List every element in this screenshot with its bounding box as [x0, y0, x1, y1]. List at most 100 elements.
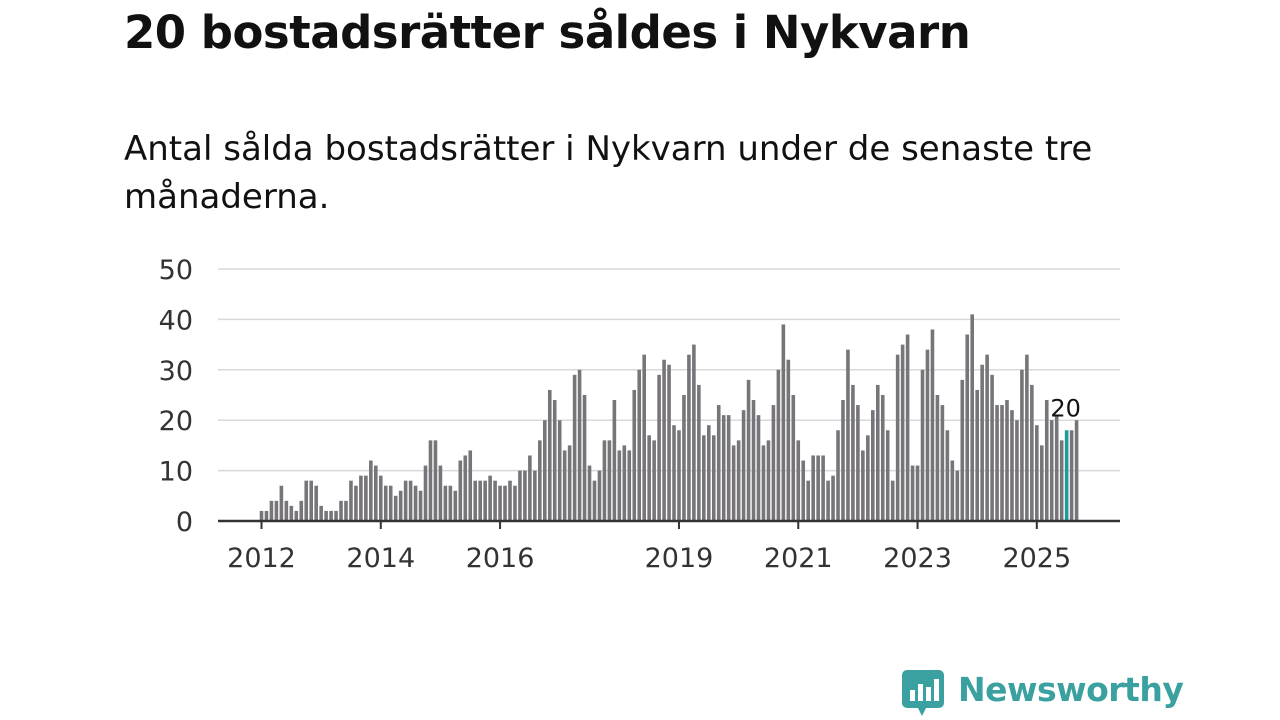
bar	[716, 405, 721, 521]
bar	[1000, 405, 1004, 521]
bar	[488, 475, 492, 521]
bar	[329, 510, 333, 521]
bar	[374, 465, 378, 521]
bar	[309, 480, 313, 521]
bar	[687, 354, 691, 521]
bar	[1030, 384, 1034, 521]
bar	[503, 485, 507, 521]
bars	[259, 314, 1079, 521]
bar	[766, 440, 771, 521]
bar	[259, 510, 264, 521]
bar	[478, 480, 482, 521]
bar	[453, 490, 458, 521]
bar	[672, 425, 676, 521]
page-title: 20 bostadsrätter såldes i Nykvarn	[124, 6, 971, 59]
bar	[885, 430, 890, 521]
bar	[607, 440, 612, 521]
bar	[662, 359, 666, 521]
bar	[960, 379, 965, 521]
bar	[299, 500, 304, 521]
bar	[359, 475, 363, 521]
bar	[433, 440, 438, 521]
bar	[418, 490, 423, 521]
data-label-latest: 20	[1050, 394, 1081, 422]
bar	[1039, 445, 1044, 521]
bar	[602, 440, 607, 521]
bar	[383, 485, 388, 521]
bar	[627, 450, 632, 521]
bar	[756, 415, 761, 521]
bar	[935, 395, 940, 521]
bar	[612, 400, 617, 521]
bar	[1010, 410, 1014, 521]
bar	[692, 344, 696, 521]
bar	[875, 384, 880, 521]
bar	[354, 485, 358, 521]
bar	[523, 470, 527, 521]
bar	[617, 450, 622, 521]
bar	[890, 480, 895, 521]
x-tick-label-2021: 2021	[764, 543, 833, 574]
bar	[811, 455, 815, 521]
bar	[1020, 369, 1024, 521]
newsworthy-logo-icon	[902, 670, 944, 716]
bar	[428, 440, 433, 521]
bar	[965, 334, 970, 521]
bar	[369, 460, 373, 521]
bar	[702, 435, 706, 521]
bar	[985, 354, 989, 521]
bar	[572, 374, 577, 521]
bar	[697, 384, 701, 521]
bar	[856, 405, 860, 521]
bar	[900, 344, 905, 521]
x-axis-ticks: 2012 2014 2016 2019 2021 2023 2025	[227, 521, 1071, 574]
bar	[423, 465, 428, 521]
chart-subtitle: Antal sålda bostadsrätter i Nykvarn unde…	[124, 129, 1093, 217]
y-tick-label-40: 40	[159, 305, 193, 336]
bar	[821, 455, 825, 521]
bar	[657, 374, 661, 521]
bar	[542, 420, 547, 521]
bar	[443, 485, 448, 521]
bar	[955, 470, 960, 521]
gridlines	[218, 268, 1120, 472]
bar	[970, 314, 975, 521]
bar	[393, 495, 398, 521]
bar	[528, 455, 532, 521]
bar	[448, 485, 453, 521]
x-tick-label-2014: 2014	[346, 543, 415, 574]
bar	[791, 395, 796, 521]
bar	[592, 480, 597, 521]
bar	[284, 500, 289, 521]
bar	[682, 395, 686, 521]
bar	[587, 465, 592, 521]
bar	[871, 410, 875, 521]
bar	[771, 405, 776, 521]
bar	[861, 450, 865, 521]
bar	[741, 410, 746, 521]
bar	[463, 455, 468, 521]
bar	[582, 395, 587, 521]
bar	[403, 480, 408, 521]
y-tick-label-0: 0	[176, 507, 193, 538]
bar	[925, 349, 930, 521]
bar	[677, 430, 681, 521]
bar	[796, 440, 801, 521]
bar	[518, 470, 522, 521]
bar	[344, 500, 348, 521]
bar	[1069, 430, 1074, 521]
bar	[801, 460, 806, 521]
bar	[841, 400, 845, 521]
bar	[294, 510, 299, 521]
bar	[508, 480, 512, 521]
bar	[269, 500, 274, 521]
bar	[438, 465, 443, 521]
y-axis-ticks: 0 10 20 30 40 50	[159, 255, 193, 538]
bar	[567, 445, 572, 521]
bar	[274, 500, 279, 521]
bar	[761, 445, 766, 521]
bar	[1049, 420, 1054, 521]
bar	[836, 430, 840, 521]
